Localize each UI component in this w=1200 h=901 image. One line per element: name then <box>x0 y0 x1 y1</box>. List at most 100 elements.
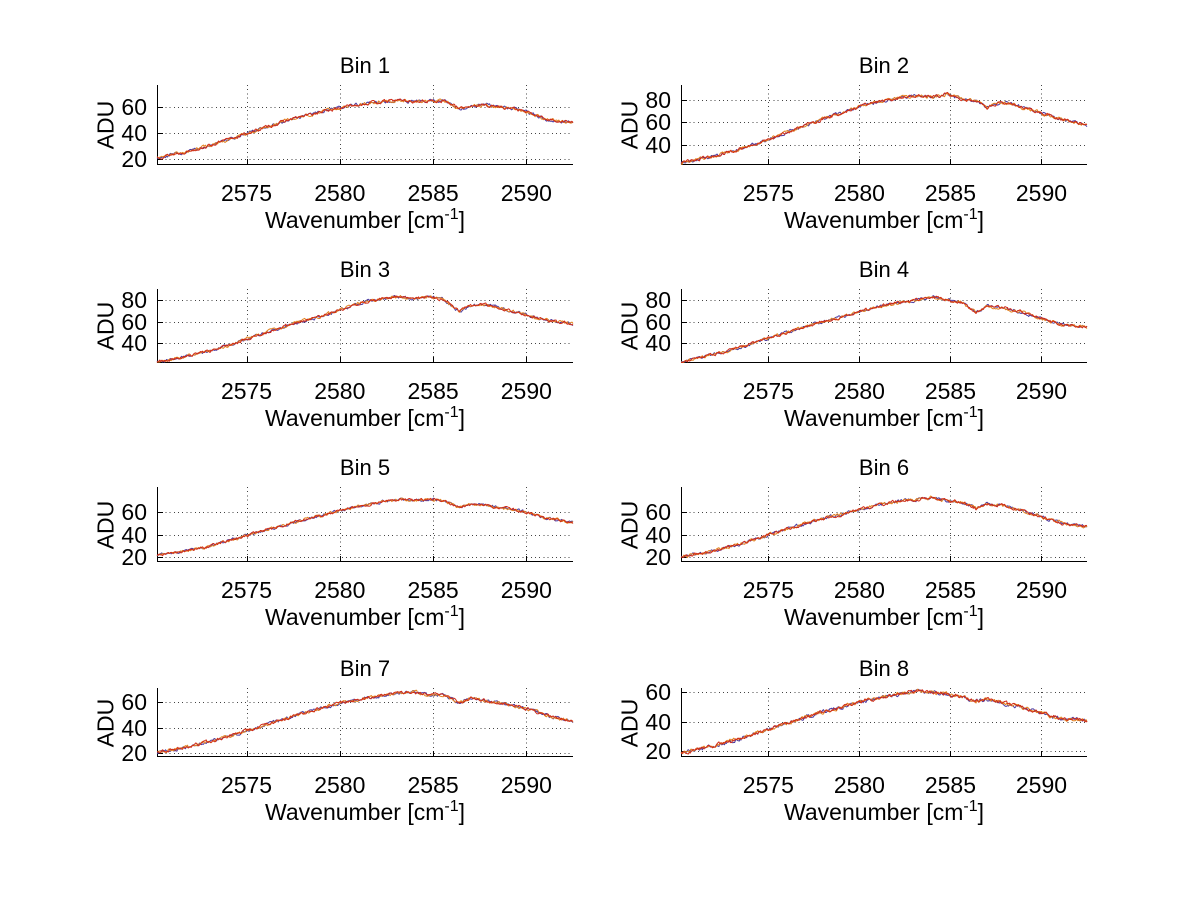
plot-area <box>156 487 574 562</box>
y-tick-label: 60 <box>121 499 147 525</box>
x-axis-label: Wavenumber [cm-1] <box>681 206 1087 237</box>
spectrum-line-orange <box>680 296 1088 363</box>
x-tick-label: 2575 <box>220 577 273 603</box>
x-axis-label-text: Wavenumber [cm <box>784 799 964 825</box>
spectrum-line-red <box>680 91 1088 164</box>
plot-title: Bin 6 <box>858 455 910 480</box>
x-axis-label-superscript: -1 <box>963 206 978 223</box>
spectrum-line-blue <box>680 496 1088 558</box>
spectrum-line-red <box>680 496 1088 559</box>
x-axis-label: Wavenumber [cm-1] <box>157 206 573 237</box>
y-tick-label: 20 <box>121 145 147 172</box>
plot-title: Bin 2 <box>858 53 910 78</box>
plot-area <box>156 289 574 363</box>
spectrum-line-orange <box>156 497 574 556</box>
y-tick-label: 60 <box>645 109 671 136</box>
x-tick-label: 2590 <box>500 378 552 404</box>
x-axis-label-superscript: -1 <box>444 798 459 815</box>
x-axis-label-suffix: ] <box>458 799 465 825</box>
x-axis-label-suffix: ] <box>977 207 984 233</box>
x-tick-label: 2585 <box>924 378 977 404</box>
x-axis-label-superscript: -1 <box>963 798 978 815</box>
spectrum-line-blue <box>156 497 574 557</box>
plot-title: Bin 7 <box>339 656 391 681</box>
plot-title: Bin 3 <box>339 257 391 282</box>
x-axis-label-text: Wavenumber [cm <box>265 799 445 825</box>
x-tick-label: 2590 <box>1015 378 1068 404</box>
y-tick-label: 20 <box>121 544 147 571</box>
x-axis-label-superscript: -1 <box>963 603 978 620</box>
y-tick-label: 20 <box>645 738 671 765</box>
y-tick-label: 40 <box>645 521 671 548</box>
x-axis-label: Wavenumber [cm-1] <box>157 798 573 829</box>
x-tick-label: 2580 <box>314 772 366 798</box>
x-axis-label: Wavenumber [cm-1] <box>681 603 1087 634</box>
spectrum-line-red <box>680 295 1088 363</box>
y-tick-label: 60 <box>645 679 671 706</box>
y-tick-label: 80 <box>645 86 671 113</box>
y-tick-label: 40 <box>645 330 671 357</box>
x-tick-label: 2590 <box>500 180 552 206</box>
y-tick-label: 40 <box>121 714 147 741</box>
x-axis-label-text: Wavenumber [cm <box>784 207 964 233</box>
x-tick-label: 2580 <box>833 378 885 404</box>
x-axis-label-text: Wavenumber [cm <box>265 405 445 431</box>
x-axis-label: Wavenumber [cm-1] <box>157 404 573 435</box>
y-tick-label: 60 <box>121 308 147 335</box>
x-axis-label-superscript: -1 <box>444 206 459 223</box>
x-tick-label: 2585 <box>407 180 459 206</box>
x-tick-label: 2575 <box>220 180 273 206</box>
spectrum-line-orange <box>680 92 1088 165</box>
x-axis-label-suffix: ] <box>458 604 465 630</box>
x-tick-label: 2580 <box>314 378 366 404</box>
spectrum-line-orange <box>156 295 574 363</box>
spectrum-line-red <box>156 295 574 363</box>
x-axis-label-superscript: -1 <box>444 603 459 620</box>
x-tick-label: 2575 <box>742 772 794 798</box>
x-axis-label-text: Wavenumber [cm <box>265 604 445 630</box>
x-tick-label: 2580 <box>314 577 366 603</box>
x-tick-label: 2590 <box>1015 180 1068 206</box>
x-tick-label: 2585 <box>407 577 459 603</box>
x-axis-label: Wavenumber [cm-1] <box>157 603 573 634</box>
x-axis-label-text: Wavenumber [cm <box>265 207 445 233</box>
y-tick-label: 40 <box>121 119 147 146</box>
spectrum-line-blue <box>680 688 1088 755</box>
spectrum-line-red <box>680 689 1088 755</box>
plot-area <box>680 85 1088 165</box>
x-tick-label: 2580 <box>314 180 366 206</box>
plot-area <box>156 688 574 757</box>
x-tick-label: 2575 <box>742 577 794 603</box>
plot-title: Bin 5 <box>339 455 391 480</box>
y-tick-label: 40 <box>121 521 147 548</box>
x-tick-label: 2585 <box>407 772 459 798</box>
x-tick-label: 2590 <box>1015 772 1068 798</box>
spectrum-line-orange <box>680 688 1088 755</box>
x-tick-label: 2585 <box>924 772 977 798</box>
x-tick-label: 2590 <box>1015 577 1068 603</box>
x-axis-label: Wavenumber [cm-1] <box>681 404 1087 435</box>
x-tick-label: 2575 <box>742 180 794 206</box>
y-tick-label: 20 <box>645 544 671 571</box>
spectrum-line-blue <box>156 690 574 755</box>
x-tick-label: 2580 <box>833 772 885 798</box>
plot-title: Bin 1 <box>339 53 391 78</box>
plot-title: Bin 8 <box>858 656 910 681</box>
x-tick-label: 2585 <box>924 577 977 603</box>
y-tick-label: 80 <box>121 286 147 313</box>
x-axis-label-suffix: ] <box>977 405 984 431</box>
x-tick-label: 2575 <box>220 378 273 404</box>
plot-area <box>156 85 574 165</box>
x-axis-label-superscript: -1 <box>963 404 978 421</box>
spectrum-line-red <box>156 98 574 160</box>
spectrum-line-blue <box>680 92 1088 164</box>
x-tick-label: 2575 <box>742 378 794 404</box>
y-tick-label: 60 <box>645 308 671 335</box>
x-tick-label: 2585 <box>924 180 977 206</box>
x-axis-label-text: Wavenumber [cm <box>784 405 964 431</box>
x-tick-label: 2580 <box>833 577 885 603</box>
y-tick-label: 60 <box>645 499 671 525</box>
x-tick-label: 2580 <box>833 180 885 206</box>
x-axis-label-superscript: -1 <box>444 404 459 421</box>
